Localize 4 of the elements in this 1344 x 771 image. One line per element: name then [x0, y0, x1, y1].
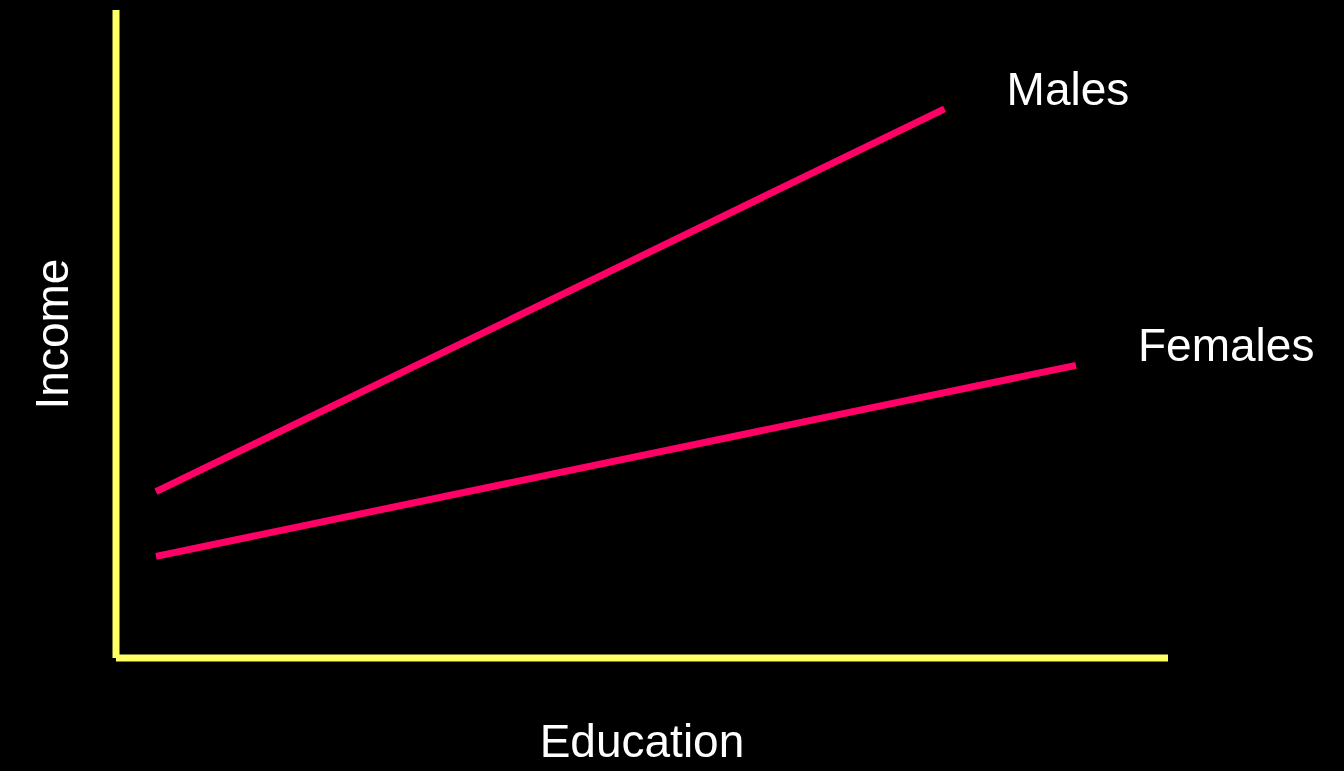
y-axis-title: Income	[26, 258, 79, 410]
series-label: Males	[1006, 62, 1130, 115]
x-axis-title: Education	[539, 715, 745, 767]
series-label: Females	[1138, 319, 1315, 372]
